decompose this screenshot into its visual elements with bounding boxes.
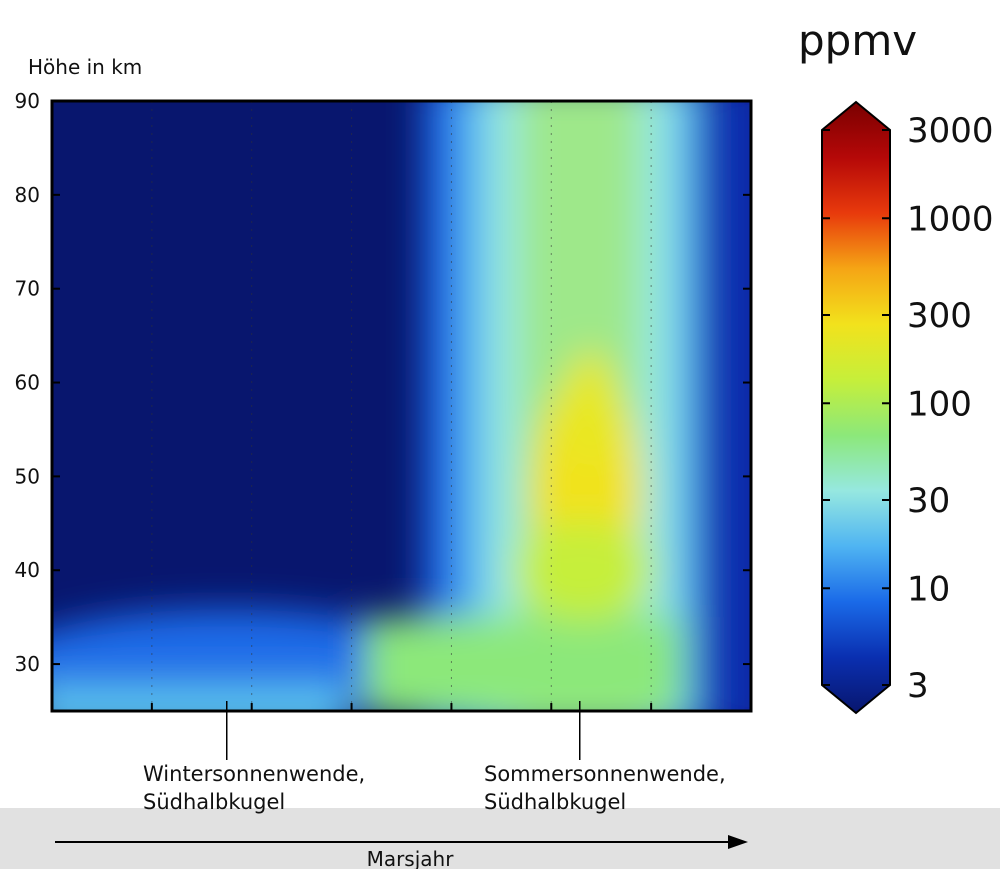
colorbar-unit: ppmv [798, 16, 917, 65]
y-tick-label: 30 [15, 652, 40, 676]
x-axis-ticks [150, 703, 653, 711]
annotations: Wintersonnenwende, Südhalbkugel Sommersonn… [143, 701, 726, 814]
y-tick-label: 70 [15, 277, 40, 301]
annotation-line-2: Südhalbkugel [143, 790, 285, 814]
y-tick-label: 90 [15, 89, 40, 113]
x-axis-arrow [55, 835, 748, 849]
colorbar-tick-label: 300 [907, 296, 972, 336]
annotation-line-2: Südhalbkugel [484, 790, 626, 814]
field-region [698, 101, 751, 711]
x-axis-title: Marsjahr [367, 847, 455, 869]
y-tick-label: 40 [15, 558, 40, 582]
field-region [513, 520, 654, 621]
y-tick-label: 60 [15, 371, 40, 395]
footer-band [0, 808, 1000, 869]
colorbar-tick-label: 3 [907, 666, 929, 706]
y-axis: 30 40 50 60 70 80 90 [15, 89, 751, 676]
field-region [562, 350, 619, 471]
field-region [366, 617, 682, 711]
y-tick-label: 50 [15, 464, 40, 488]
annotation-line-1: Wintersonnenwende, [143, 762, 365, 786]
colorbar: 3 10 30 100 300 1000 3000 [821, 100, 994, 715]
x-gridlines [151, 101, 652, 711]
colorbar-tick-label: 100 [907, 384, 972, 424]
plot-frame [50, 99, 753, 713]
colorbar-tick-label: 1000 [907, 199, 994, 239]
annotation-line-1: Sommersonnenwende, [484, 762, 726, 786]
y-tick-label: 80 [15, 183, 40, 207]
colorbar-tick-label: 30 [907, 481, 950, 521]
colorbar-tick-label: 3000 [907, 111, 994, 151]
heatmap-field [52, 101, 751, 711]
field-region [52, 692, 347, 711]
colorbar-tick-label: 10 [907, 569, 950, 609]
y-axis-title: Höhe in km [28, 55, 142, 79]
field-region [674, 101, 703, 711]
colorbar-body [821, 100, 891, 715]
